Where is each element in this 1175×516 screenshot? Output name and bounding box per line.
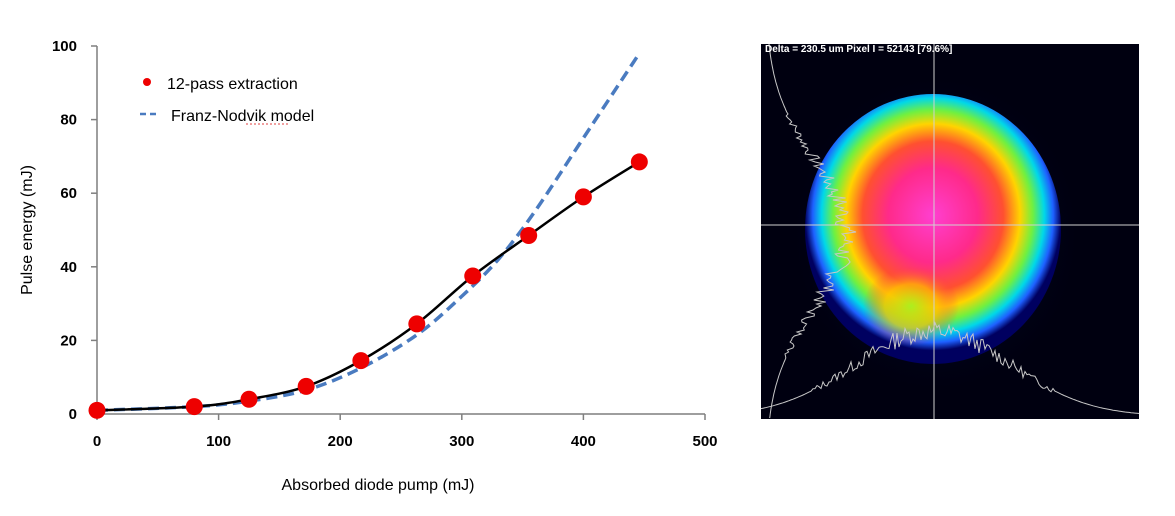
- extraction-connecting-line: [96, 160, 640, 412]
- ticks: [91, 45, 706, 420]
- axes: [96, 46, 705, 415]
- data-point-9: [630, 153, 648, 171]
- y-tick-label-1: 20: [60, 332, 77, 349]
- x-tick-label-5: 500: [692, 433, 717, 450]
- x-tick-label-4: 400: [571, 433, 596, 450]
- legend: 12-pass extraction Franz-Nodvik model: [140, 76, 314, 125]
- legend-label-model: Franz-Nodvik model: [171, 108, 314, 125]
- y-tick-label-5: 100: [52, 38, 77, 55]
- data-point-0: [88, 401, 106, 419]
- x-tick-label-0: 0: [93, 433, 101, 450]
- y-axis-label: Pulse energy (mJ): [19, 165, 36, 295]
- beam-profile-caption: Delta = 230.5 um Pixel I = 52143 [79.6%]: [765, 44, 953, 55]
- tick-labels: 0 100 200 300 400 500 0 20 40 60 80 100: [52, 38, 718, 450]
- data-point-6: [464, 267, 482, 285]
- x-tick-label-1: 100: [206, 433, 231, 450]
- beam-profile-graphic: [761, 44, 1139, 419]
- legend-label-extraction: 12-pass extraction: [167, 76, 298, 93]
- x-tick-label-3: 300: [449, 433, 474, 450]
- y-tick-label-0: 0: [69, 406, 77, 423]
- extraction-markers: [88, 153, 648, 419]
- y-tick-label-4: 80: [60, 112, 77, 129]
- data-point-8: [574, 188, 592, 206]
- data-point-5: [408, 315, 426, 333]
- x-tick-label-2: 200: [328, 433, 353, 450]
- beam-dip: [863, 266, 959, 346]
- horizontal-intensity-profile: [761, 321, 1139, 414]
- data-point-1: [185, 398, 203, 416]
- data-point-4: [352, 352, 370, 370]
- y-tick-label-2: 40: [60, 259, 77, 276]
- vertical-intensity-profile: [768, 44, 857, 419]
- legend-marker-extraction: [143, 78, 151, 86]
- pulse-energy-chart: 0 100 200 300 400 500 0 20 40 60 80 100 Absorbed di…: [19, 38, 718, 494]
- data-point-3: [297, 377, 315, 395]
- data-point-2: [240, 390, 258, 408]
- x-axis-label: Absorbed diode pump (mJ): [282, 477, 475, 494]
- y-tick-label-3: 60: [60, 185, 77, 202]
- data-point-7: [520, 227, 538, 245]
- beam-profile-image: Delta = 230.5 um Pixel I = 52143 [79.6%]: [761, 44, 1139, 419]
